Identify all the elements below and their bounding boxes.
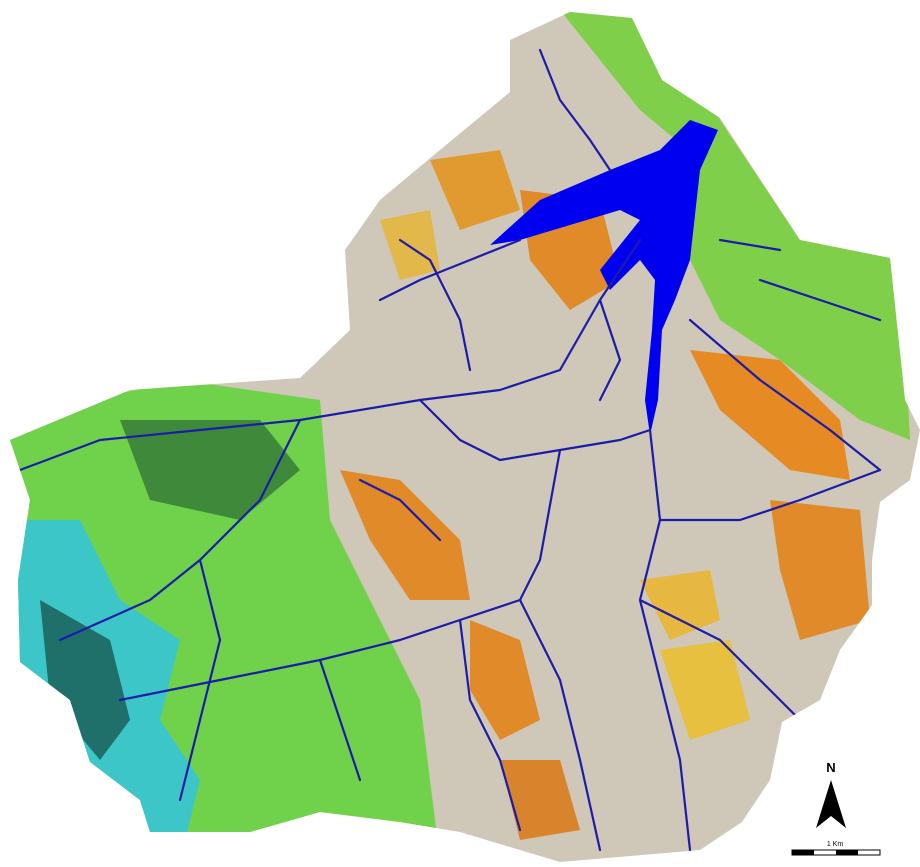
scale-bar-segment (836, 850, 858, 855)
scale-label: 1 Km (827, 841, 844, 848)
north-label: N (826, 760, 835, 775)
basin-terrain (0, 0, 920, 867)
map: N 1 Km (0, 0, 920, 867)
page: N 1 Km (() => { const data = JSON.parse(… (0, 0, 920, 867)
scale-bar-segment (792, 850, 814, 855)
north-arrow-icon (816, 780, 846, 828)
north-arrow: N (816, 760, 846, 828)
scale-bar: 1 Km (792, 841, 880, 855)
